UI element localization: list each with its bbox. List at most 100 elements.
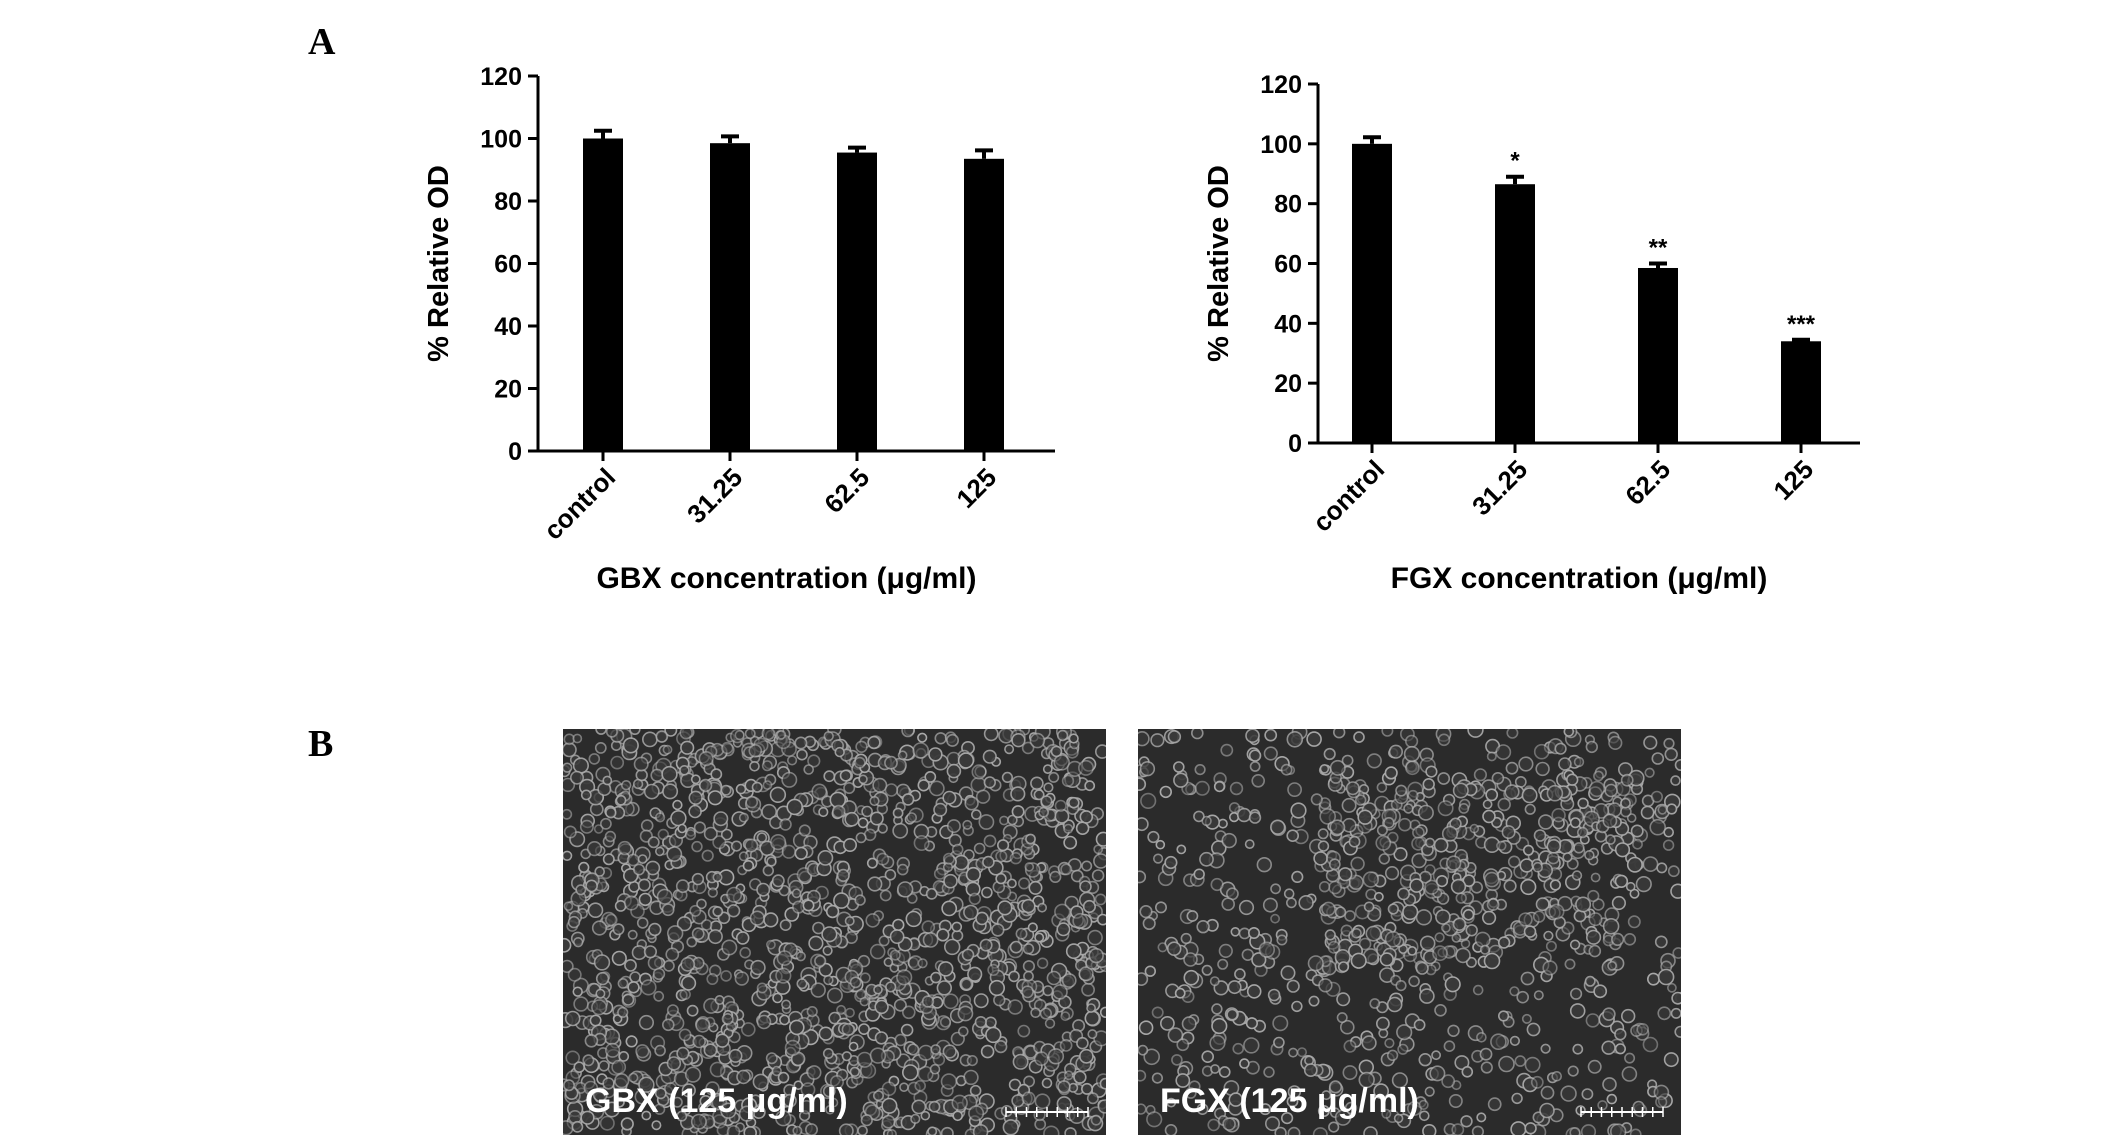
cell (921, 995, 935, 1008)
micrograph-caption-fgx: FGX (125 μg/ml) (1160, 1082, 1419, 1120)
cell (1532, 910, 1546, 923)
significance-label: * (1510, 148, 1520, 175)
cell (917, 958, 928, 969)
cell (857, 817, 869, 829)
cell (1138, 817, 1149, 832)
cell (686, 1004, 699, 1017)
cell (869, 1047, 887, 1064)
cell (892, 822, 909, 839)
cell (738, 851, 749, 862)
cell (881, 1097, 898, 1114)
cell (794, 736, 808, 750)
cell (1228, 1092, 1244, 1107)
cell (563, 742, 577, 758)
cell (1369, 998, 1381, 1009)
cell (1657, 968, 1675, 986)
cell (567, 915, 581, 929)
cell (638, 1014, 654, 1031)
cell (999, 815, 1009, 826)
cell (1064, 1127, 1077, 1135)
cell (1138, 870, 1147, 884)
cell (951, 843, 964, 856)
cell (892, 918, 905, 932)
cell (1288, 1047, 1299, 1058)
cell (1209, 976, 1220, 987)
cell (1483, 871, 1500, 888)
cell (1286, 829, 1299, 842)
cell (654, 1044, 666, 1057)
bar (837, 152, 877, 451)
cell (691, 840, 703, 853)
cell (1184, 1087, 1197, 1099)
cell (963, 904, 979, 921)
cell (563, 850, 573, 861)
cell (1167, 1027, 1184, 1043)
cell (1265, 1116, 1281, 1132)
x-tick-label: 31.25 (1466, 454, 1533, 521)
cell (738, 812, 749, 823)
x-tick-label: 62.5 (1619, 454, 1676, 511)
cell (866, 857, 878, 869)
cell (712, 835, 727, 850)
cell (676, 1046, 690, 1061)
cell (1510, 1121, 1527, 1135)
cell (1670, 775, 1681, 786)
cell (1672, 947, 1681, 959)
cell (1259, 1103, 1272, 1116)
cell (1175, 1073, 1191, 1088)
cell (1181, 1016, 1197, 1032)
cell (666, 1056, 682, 1071)
cell (580, 789, 592, 801)
cell (662, 783, 679, 800)
cell (1010, 786, 1026, 802)
cell (881, 1081, 897, 1097)
cell (1194, 780, 1210, 796)
cell (997, 900, 1013, 916)
cell (1577, 826, 1589, 839)
cell (1088, 947, 1104, 964)
cell (1171, 1054, 1183, 1066)
cell (1630, 824, 1644, 838)
cell (1562, 852, 1573, 863)
cell (927, 1126, 938, 1135)
cell (1602, 1007, 1616, 1022)
cell (1471, 1125, 1484, 1135)
cell (1009, 940, 1023, 954)
cell (627, 981, 640, 994)
cell (1209, 1034, 1226, 1052)
cell (676, 916, 692, 932)
cell (1386, 996, 1403, 1013)
cell (1593, 770, 1604, 782)
cell (900, 1023, 914, 1037)
cell (1068, 1107, 1085, 1124)
cell (1602, 813, 1618, 829)
cell (1671, 991, 1681, 1005)
cell (869, 943, 886, 960)
cell (1174, 987, 1186, 999)
cell (1150, 733, 1165, 748)
cell (1419, 988, 1435, 1004)
cell (894, 1033, 907, 1047)
cell (981, 886, 993, 899)
cell (1024, 862, 1035, 872)
cell (618, 1050, 630, 1062)
cell (812, 921, 825, 935)
cell (1538, 814, 1554, 830)
cell (822, 1047, 834, 1059)
cell (748, 743, 763, 758)
cell (749, 910, 765, 926)
cell (689, 904, 702, 917)
cell (1461, 1065, 1474, 1078)
cell (1091, 869, 1105, 882)
cell (1548, 903, 1565, 920)
cell (1273, 1036, 1285, 1049)
cell (1236, 807, 1252, 823)
cell (572, 937, 584, 948)
cell (1221, 832, 1237, 849)
cell (1230, 927, 1241, 937)
cell (1328, 880, 1342, 895)
cell (901, 793, 915, 806)
micrograph-fgx: FGX (125 μg/ml) (1138, 729, 1681, 1135)
cell (1164, 1124, 1178, 1135)
cell (1588, 944, 1602, 958)
